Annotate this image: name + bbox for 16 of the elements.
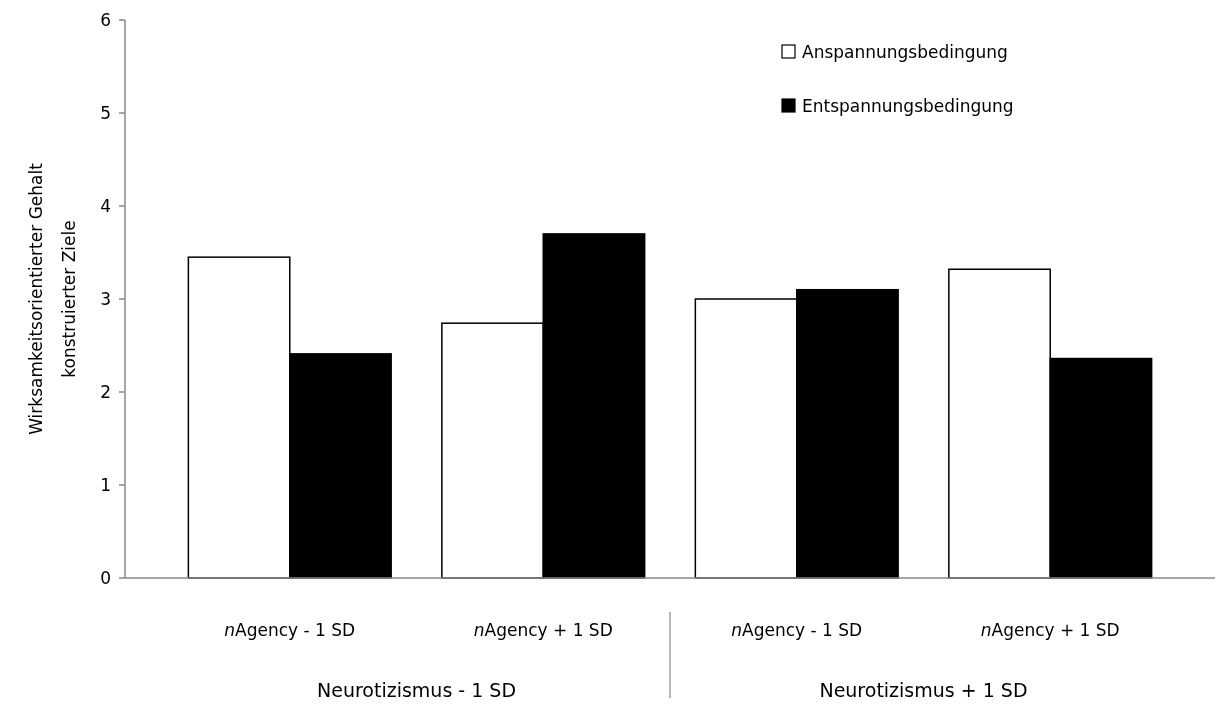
x-tick-label: nAgency + 1 SD [980, 620, 1120, 640]
y-tick-label: 5 [100, 102, 111, 123]
x-tick-label: nAgency - 1 SD [224, 620, 356, 640]
text: Neurotizismus + 1 SD [819, 679, 1028, 701]
y-tick-label: 2 [100, 381, 111, 402]
y-tick-label: 3 [100, 288, 111, 309]
y-tick-label: 1 [100, 474, 111, 495]
legend-label: Anspannungsbedingung [802, 41, 1008, 62]
y-tick-label: 4 [100, 195, 111, 216]
x-tick-label: nAgency + 1 SD [473, 620, 613, 640]
y-tick-label: 0 [100, 567, 111, 588]
legend-label: Entspannungsbedingung [802, 95, 1014, 116]
y-tick-label: 6 [100, 9, 111, 30]
x-tick-label: nAgency - 1 SD [731, 620, 863, 640]
text: Neurotizismus - 1 SD [316, 679, 517, 701]
y-axis-title: Wirksamkeitsorientierter Gehalt konstruierter Ziele [26, 162, 79, 435]
